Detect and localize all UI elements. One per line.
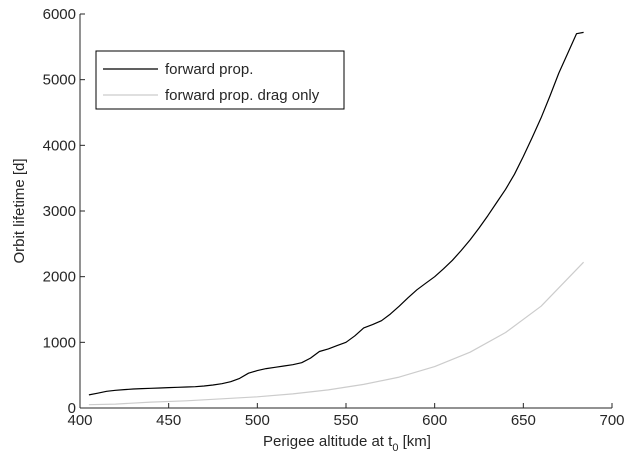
- series-layer: [88, 31, 585, 406]
- series-line-0: [88, 31, 584, 396]
- legend: forward prop. forward prop. drag only: [95, 50, 345, 110]
- x-axis-title: Perigee altitude at t0 [km]: [263, 433, 431, 454]
- series-line-1: [88, 261, 585, 406]
- y-tick-label: 2000: [43, 269, 76, 286]
- y-tick-label: 6000: [43, 6, 76, 23]
- x-axis-title-subscript: 0: [392, 442, 398, 454]
- x-tick-label: 500: [245, 412, 270, 429]
- x-tick-label: 400: [67, 412, 92, 429]
- x-tick-label: 700: [599, 412, 624, 429]
- y-tick-label: 4000: [43, 137, 76, 154]
- legend-label-forward-prop-drag-only: forward prop. drag only: [165, 87, 320, 104]
- x-tick-label: 450: [156, 412, 181, 429]
- y-tick-label: 0: [68, 400, 76, 417]
- x-axis-title-prefix: Perigee altitude at t: [263, 433, 393, 450]
- x-tick-label: 600: [422, 412, 447, 429]
- ticks-layer: 400 450 500 550 600 650 700 0 1000 2000 3000 4000 50…: [43, 6, 625, 429]
- y-tick-label: 1000: [43, 334, 76, 351]
- y-tick-label: 3000: [43, 203, 76, 220]
- legend-box: [95, 50, 345, 110]
- y-axis-title: Orbit lifetime [d]: [11, 158, 28, 263]
- x-axis-title-suffix: [km]: [398, 433, 431, 450]
- x-tick-label: 650: [511, 412, 536, 429]
- x-tick-label: 550: [333, 412, 358, 429]
- y-tick-label: 5000: [43, 72, 76, 89]
- legend-label-forward-prop: forward prop.: [165, 61, 253, 78]
